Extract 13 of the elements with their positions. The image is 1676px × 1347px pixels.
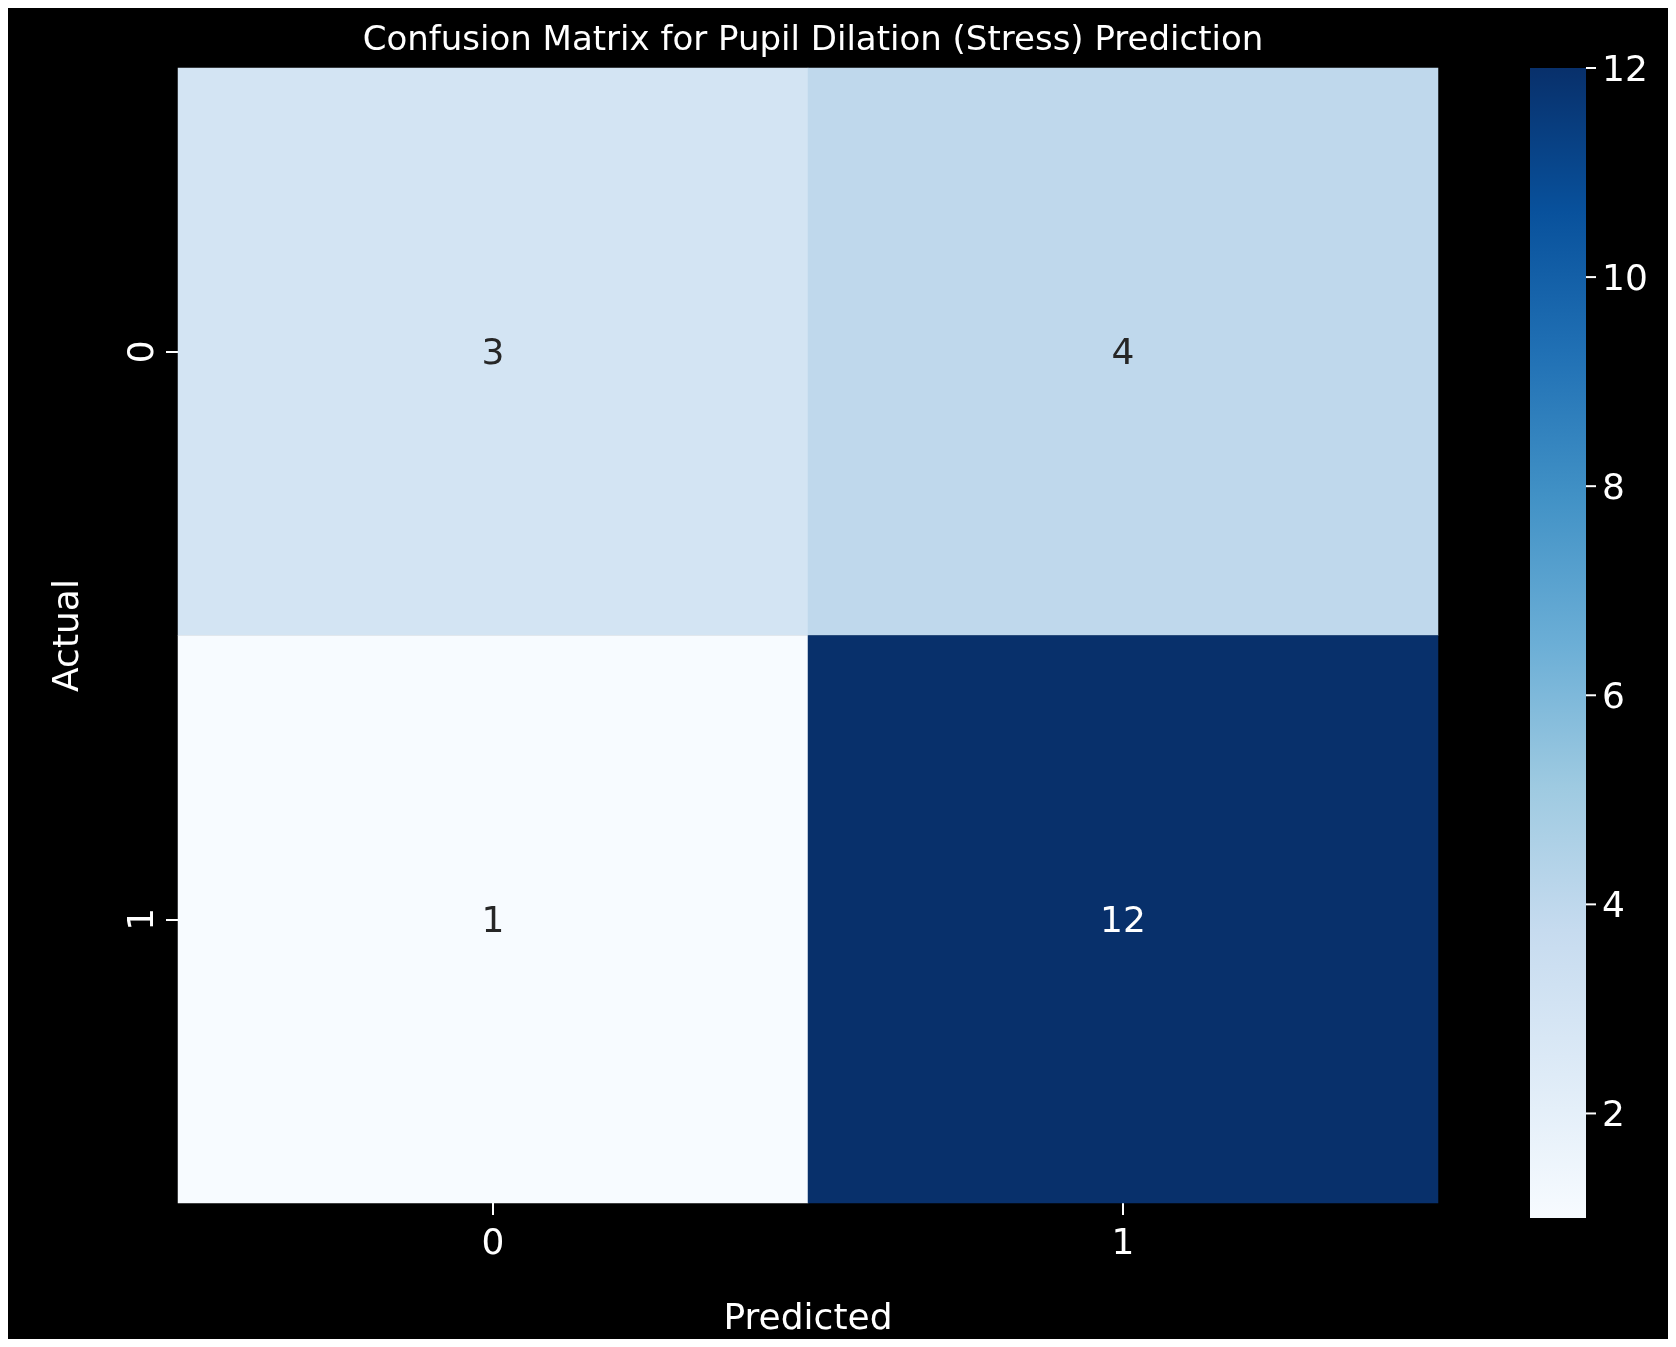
data-label: 4 (1111, 331, 1135, 373)
color-bar-label: 10 (1602, 256, 1648, 298)
color-bar-label: 4 (1602, 883, 1625, 925)
color-bar-label: 8 (1602, 465, 1625, 507)
data-label: 12 (1100, 898, 1146, 940)
y-axis-title: Actual (44, 579, 86, 692)
color-bar-label: 6 (1602, 674, 1625, 716)
color-bar-label: 12 (1602, 47, 1648, 89)
color-bar-label: 2 (1602, 1092, 1625, 1134)
data-label: 3 (481, 331, 505, 373)
x-axis-title: Predicted (723, 1295, 893, 1337)
data-label: 1 (481, 898, 505, 940)
chart-title: Confusion Matrix for Pupil Dilation (Stress) Prediction (362, 18, 1264, 58)
